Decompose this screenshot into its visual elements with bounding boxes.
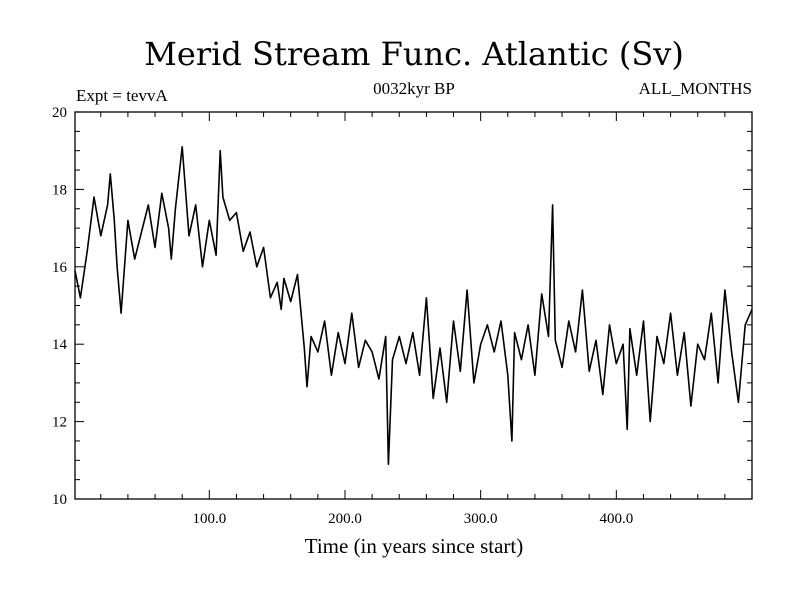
x-tick-label: 300.0 (464, 511, 498, 527)
x-axis-label: Time (in years since start) (305, 534, 524, 558)
y-tick-label: 10 (52, 492, 67, 508)
plot-frame (74, 111, 753, 500)
tick-group (75, 112, 752, 499)
months-label: ALL_MONTHS (639, 79, 752, 98)
x-tick-label: 200.0 (328, 511, 362, 527)
y-tick-label: 20 (52, 105, 67, 121)
x-tick-label: 100.0 (192, 511, 226, 527)
series-group (74, 146, 753, 466)
series-line (74, 146, 753, 466)
chart-subtitle: 0032kyr BP (373, 79, 455, 98)
chart-title: Merid Stream Func. Atlantic (Sv) (144, 35, 684, 73)
y-tick-label: 18 (52, 182, 67, 198)
y-tick-label: 12 (52, 415, 67, 431)
y-tick-label: 14 (52, 337, 68, 353)
expt-label: Expt = tevvA (76, 86, 168, 105)
tick-label-group: 100.0 200.0 300.0 400.0 10 12 14 16 18 20 (52, 105, 633, 527)
y-tick-label: 16 (52, 260, 68, 276)
x-tick-label: 400.0 (599, 511, 633, 527)
